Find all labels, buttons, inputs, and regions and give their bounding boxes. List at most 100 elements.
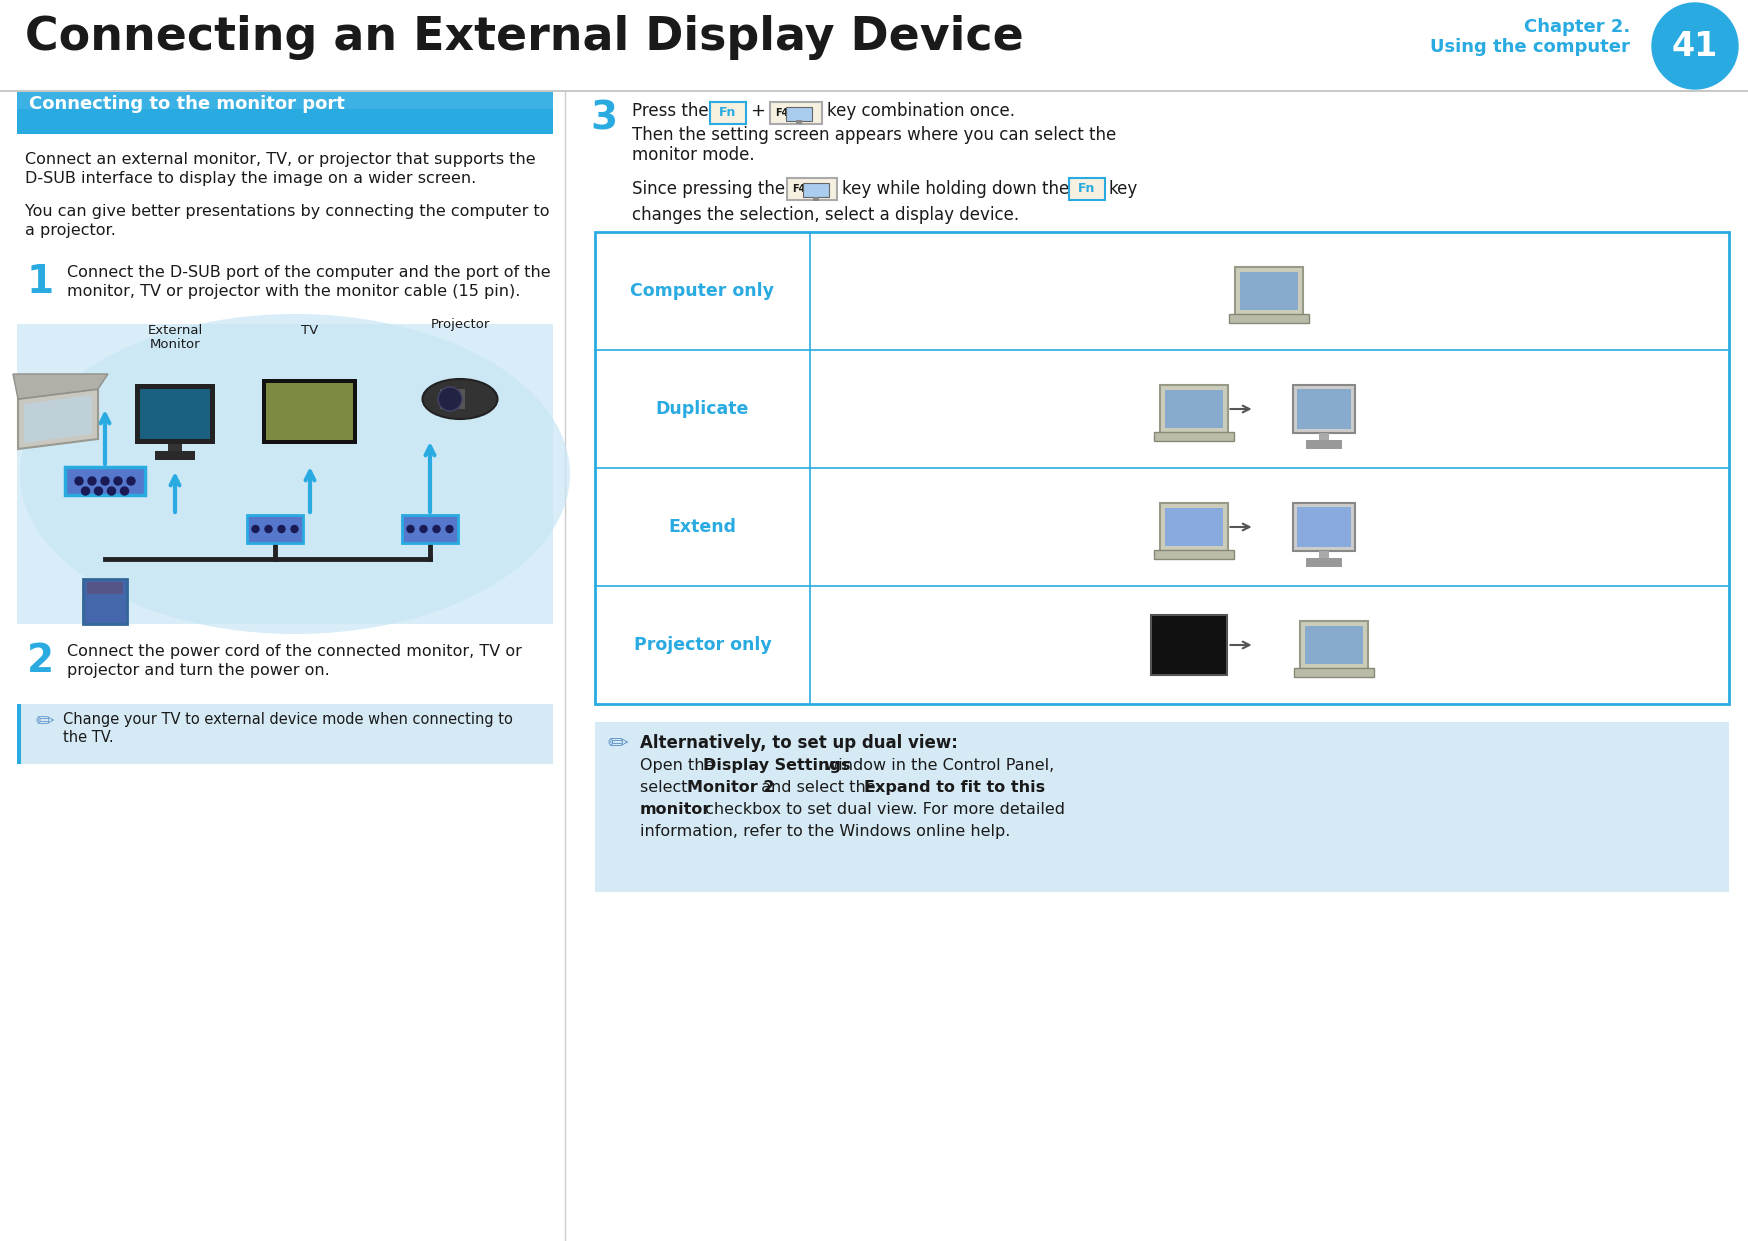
Circle shape [266, 525, 273, 532]
Text: monitor: monitor [640, 802, 711, 817]
Bar [17, 704, 552, 764]
Text: Using the computer: Using the computer [1430, 38, 1629, 56]
Text: key: key [1108, 180, 1138, 199]
Circle shape [1652, 2, 1738, 89]
Bar [140, 388, 210, 439]
Text: Connecting an External Display Device: Connecting an External Display Device [24, 15, 1023, 60]
Circle shape [437, 387, 461, 411]
Bar [1306, 441, 1342, 449]
Text: projector and turn the power on.: projector and turn the power on. [66, 663, 330, 678]
Bar [402, 515, 458, 544]
Text: Change your TV to external device mode when connecting to: Change your TV to external device mode w… [63, 712, 512, 727]
Circle shape [121, 486, 128, 495]
Bar [135, 383, 215, 444]
Text: information, refer to the Windows online help.: information, refer to the Windows online… [640, 824, 1010, 839]
Text: D-SUB interface to display the image on a wider screen.: D-SUB interface to display the image on … [24, 171, 475, 186]
Text: Alternatively, to set up dual view:: Alternatively, to set up dual view: [640, 733, 958, 752]
Circle shape [101, 477, 108, 485]
Bar [1239, 272, 1297, 310]
Bar [0, 91, 1748, 92]
Bar [17, 704, 21, 764]
Bar [1294, 385, 1355, 433]
Text: TV: TV [301, 324, 318, 338]
Bar [1297, 508, 1351, 547]
Bar [594, 232, 1729, 704]
Bar [65, 467, 145, 495]
Bar [1294, 668, 1374, 678]
Bar [594, 468, 1729, 586]
Circle shape [82, 486, 89, 495]
Bar [82, 580, 128, 624]
Ellipse shape [19, 314, 570, 634]
Text: Projector: Projector [430, 318, 489, 331]
Bar [1161, 385, 1227, 433]
Circle shape [128, 477, 135, 485]
Text: monitor, TV or projector with the monitor cable (15 pin).: monitor, TV or projector with the monito… [66, 284, 521, 299]
Text: +: + [750, 102, 764, 120]
Circle shape [407, 525, 414, 532]
Text: Then the setting screen appears where you can select the: Then the setting screen appears where yo… [631, 127, 1115, 144]
Text: select: select [640, 781, 692, 795]
Text: Display Settings: Display Settings [703, 758, 850, 773]
Bar [1301, 620, 1367, 669]
Text: You can give better presentations by connecting the computer to: You can give better presentations by con… [24, 204, 549, 218]
Text: ✏: ✏ [607, 732, 628, 756]
Circle shape [87, 477, 96, 485]
Bar [1164, 390, 1224, 428]
Bar [594, 586, 1729, 704]
Bar [87, 582, 122, 594]
Bar [17, 92, 552, 134]
Text: Open the: Open the [640, 758, 718, 773]
Text: and select the: and select the [755, 781, 881, 795]
Circle shape [446, 525, 453, 532]
Circle shape [252, 525, 259, 532]
Text: F4: F4 [774, 108, 788, 118]
Bar [156, 450, 194, 460]
Text: Connect the D-SUB port of the computer and the port of the: Connect the D-SUB port of the computer a… [66, 266, 551, 280]
Circle shape [107, 486, 115, 495]
Text: Monitor: Monitor [150, 338, 201, 351]
Text: F4: F4 [792, 184, 804, 194]
Text: Press the: Press the [631, 102, 708, 120]
Bar [266, 383, 353, 441]
Bar [594, 350, 1729, 468]
Bar [1318, 551, 1328, 558]
Bar [168, 444, 182, 452]
Polygon shape [17, 388, 98, 449]
Text: ✏: ✏ [35, 712, 54, 732]
Text: 41: 41 [1671, 30, 1717, 62]
Bar [1297, 388, 1351, 429]
Bar [1234, 267, 1302, 315]
Text: Projector only: Projector only [633, 635, 771, 654]
Circle shape [114, 477, 122, 485]
Text: 1: 1 [26, 263, 54, 302]
Text: Fn: Fn [718, 107, 736, 119]
Bar [795, 120, 802, 124]
Circle shape [94, 486, 103, 495]
Ellipse shape [423, 379, 496, 419]
Bar [1150, 616, 1227, 675]
Text: key while holding down the: key while holding down the [841, 180, 1068, 199]
Text: Extend: Extend [668, 517, 736, 536]
Text: Expand to fit to this: Expand to fit to this [864, 781, 1045, 795]
Bar [1161, 503, 1227, 551]
Bar [1154, 432, 1234, 441]
Bar [594, 722, 1729, 892]
Circle shape [420, 525, 427, 532]
Bar [785, 107, 811, 122]
Bar [17, 324, 552, 624]
Text: checkbox to set dual view. For more detailed: checkbox to set dual view. For more deta… [699, 802, 1065, 817]
Bar [262, 379, 357, 444]
Text: Connect an external monitor, TV, or projector that supports the: Connect an external monitor, TV, or proj… [24, 151, 535, 168]
Bar [440, 388, 465, 410]
Text: Since pressing the: Since pressing the [631, 180, 785, 199]
Bar [769, 102, 822, 124]
Bar [813, 197, 818, 201]
Text: Connecting to the monitor port: Connecting to the monitor port [30, 96, 344, 113]
Bar [1229, 314, 1309, 323]
Bar [710, 102, 746, 124]
Text: Fn: Fn [1079, 182, 1094, 196]
Bar [246, 515, 302, 544]
Text: Connect the power cord of the connected monitor, TV or: Connect the power cord of the connected … [66, 644, 521, 659]
Bar [1068, 177, 1105, 200]
